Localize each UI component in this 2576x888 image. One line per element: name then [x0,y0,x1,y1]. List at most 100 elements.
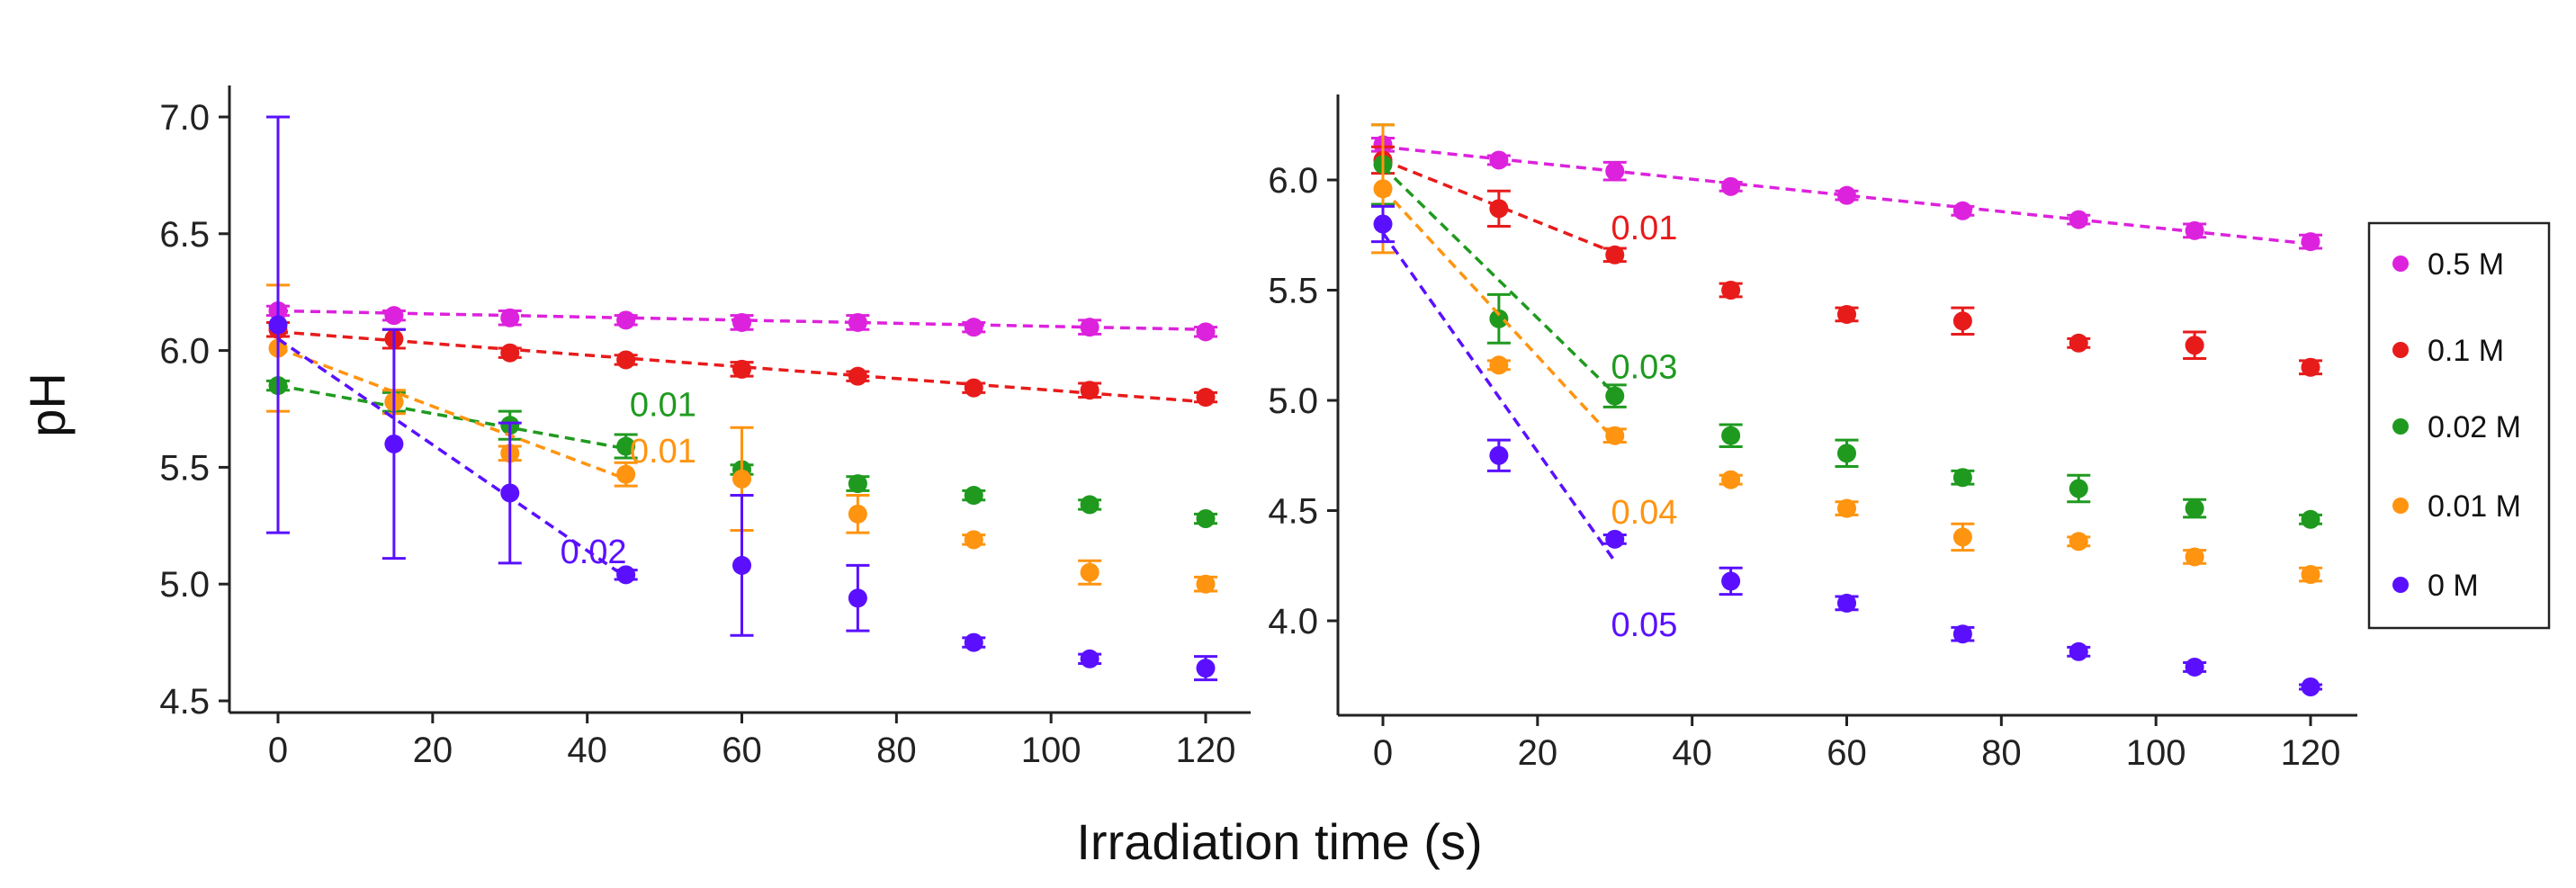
fit-line [1381,187,1617,442]
data-point [1952,527,1972,547]
x-tick-label: 60 [1827,733,1867,773]
series-0-1-m [1371,145,2322,377]
data-point [732,555,751,575]
data-point [1196,388,1216,408]
data-point [1605,386,1625,406]
data-point [1605,245,1625,265]
data-point [1489,309,1509,328]
data-point [1080,495,1100,515]
legend-label: 0 M [2428,569,2479,603]
slope-annotation: 0.04 [1611,494,1677,532]
data-point [384,306,404,326]
data-point [732,312,751,332]
data-point [1373,179,1393,199]
data-point [2069,333,2088,353]
y-tick-label: 7.0 [159,98,210,138]
data-point [268,315,288,335]
data-point [1721,176,1741,196]
data-point [732,469,751,489]
series-0-5-m [1371,135,2322,252]
data-point [2185,336,2204,355]
data-point [848,366,867,386]
slope-annotation: 0.01 [1611,210,1677,247]
x-tick-label: 40 [1672,733,1712,773]
data-point [848,588,867,608]
data-point [1080,381,1100,400]
series-0-02-m [1371,123,2322,529]
data-point [1837,593,1856,613]
slope-annotation: 0.01 [630,386,696,424]
x-tick-label: 60 [722,731,762,770]
x-tick-label: 20 [1518,733,1558,773]
data-point [1837,498,1856,518]
data-point [964,632,983,652]
data-point [1605,426,1625,445]
data-point [1837,304,1856,324]
x-tick-label: 0 [268,731,288,770]
fit-line [277,309,1207,331]
data-point [1721,281,1741,300]
y-tick-label: 5.5 [1268,272,1318,311]
y-tick-label: 5.0 [159,565,210,605]
series-0-m [1371,204,2322,696]
data-point [1721,571,1741,591]
data-point [384,434,404,453]
fit-line [1382,145,2311,246]
fit-line [277,346,627,481]
data-point [500,343,520,363]
data-point [500,308,520,327]
legend-label: 0.5 M [2428,247,2504,282]
x-tick-label: 20 [413,731,453,770]
data-point [1196,574,1216,594]
data-point [2185,498,2204,518]
data-point [1489,150,1509,170]
data-point [616,436,636,456]
data-point [2301,565,2320,585]
data-point [500,483,520,503]
data-point [2069,210,2088,229]
data-point [1952,624,1972,644]
x-axis-title: Irradiation time (s) [1076,813,1482,870]
data-point [848,312,867,332]
data-point [1837,185,1856,205]
panel-a: 0 20 40 60 80 100 120 4.5 5.0 5.5 6.0 6.5 7.0 0.01 0.0… [159,85,1251,770]
data-point [2069,641,2088,661]
y-tick-label: 6.0 [159,332,210,372]
legend-label: 0.02 M [2428,410,2521,444]
data-point [2185,220,2204,240]
x-tick-label: 80 [1981,733,2022,773]
data-point [1837,444,1856,463]
data-point [2069,532,2088,552]
fit-line [1381,231,1617,562]
series-0-m [266,115,1217,682]
y-tick-label: 6.5 [159,215,210,255]
data-point [2185,657,2204,677]
data-point [1605,161,1625,181]
slope-annotation: 0.02 [561,534,627,571]
data-point [1721,470,1741,489]
data-point [1080,649,1100,668]
slope-annotation: 0.05 [1611,606,1677,644]
series-0-5-m [266,300,1217,342]
fit-line [277,337,627,579]
data-point [616,565,636,585]
slope-annotation: 0.01 [630,433,696,471]
data-point [1080,318,1100,337]
data-point [2069,479,2088,498]
data-point [1196,659,1216,678]
data-point [1952,468,1972,488]
data-point [616,310,636,330]
series-0-01-m [1371,123,2322,585]
data-point [848,474,867,494]
data-point [964,530,983,550]
data-point [1952,201,1972,220]
data-point [848,504,867,524]
data-point [2301,357,2320,377]
y-tick-label: 4.5 [1268,492,1318,532]
data-point [1489,199,1509,219]
data-point [1489,445,1509,465]
data-point [616,464,636,484]
y-tick-label: 5.0 [1268,381,1318,421]
fit-line [1382,158,1616,255]
x-tick-label: 100 [1021,731,1082,770]
